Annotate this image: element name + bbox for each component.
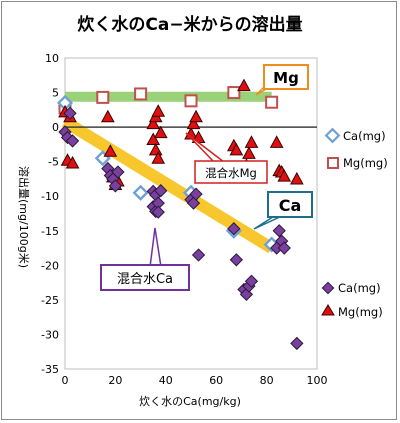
callout-mg: Mg (255, 64, 309, 96)
x-tick-labels: 0 20 40 60 80 100 (62, 374, 328, 387)
point-mg-filled (189, 109, 203, 123)
y-tick-label: -35 (41, 363, 59, 376)
point-ca-filled (227, 222, 241, 236)
callout-mixed-mg-label: 混合水Mg (205, 166, 257, 180)
point-ca-filled (151, 196, 165, 210)
point-mg-filled (237, 78, 251, 92)
data-points (56, 78, 304, 351)
point-ca-filled (65, 134, 80, 148)
legend-bottom: Ca(mg) Mg(mg) (321, 281, 383, 319)
plot-border (64, 57, 318, 370)
point-mg-filled (146, 132, 161, 146)
point-ca-filled (151, 205, 165, 219)
legend-label-mg-filled: Mg(mg) (338, 305, 383, 319)
point-ca-filled (111, 165, 125, 179)
point-ca-filled (272, 224, 286, 238)
x-tick-label: 60 (209, 374, 223, 387)
point-ca-filled (191, 248, 206, 262)
point-ca-filled (229, 253, 244, 267)
point-mg-filled (65, 156, 80, 169)
y-tick-labels: 10 5 0 -5 -10 -15 -20 -25 -30 -35 (41, 52, 59, 376)
legend-label-ca-filled: Ca(mg) (338, 281, 381, 295)
y-tick-label: -30 (41, 328, 59, 341)
point-ca-filled (189, 187, 203, 201)
point-mg-open (96, 90, 110, 104)
point-mg-open (134, 87, 148, 101)
point-mg-open (227, 86, 241, 100)
legend-top: Ca(mg) Mg(mg) (324, 127, 388, 170)
point-mg-filled (153, 125, 168, 139)
point-mg-open (184, 94, 198, 108)
x-tick-label: 20 (108, 374, 122, 387)
legend-label-mg-open: Mg(mg) (343, 156, 388, 170)
point-ca-filled (290, 336, 304, 351)
point-mg-filled (242, 146, 256, 159)
y-tick-label: 0 (52, 121, 59, 134)
x-tick-label: 40 (159, 374, 173, 387)
point-ca-filled (108, 179, 123, 193)
point-mg-filled (148, 142, 163, 156)
point-mg-filled (289, 171, 304, 185)
point-mg-filled (277, 169, 292, 182)
point-mg-filled (151, 104, 166, 117)
trend-band-ca (61, 116, 275, 254)
point-ca-filled (244, 274, 259, 288)
x-tick-label: 100 (307, 374, 328, 387)
callout-mixed-ca: 混合水Ca (100, 227, 190, 291)
callout-ca-label: Ca (279, 196, 302, 215)
legend-label-ca-open: Ca(mg) (343, 129, 386, 143)
x-axis-title: 炊く水のCa(mg/kg) (139, 395, 241, 408)
legend-item-mg-filled: Mg(mg) (321, 304, 383, 319)
point-mg-filled (151, 151, 166, 164)
y-tick-label: 10 (45, 52, 59, 65)
x-tick-label: 80 (260, 374, 274, 387)
y-tick-label: -20 (41, 259, 59, 272)
point-mg-filled (100, 109, 115, 123)
point-mg-filled (269, 135, 284, 148)
y-axis-title: 溶出量(mg/100g米) (17, 166, 31, 268)
callout-ca: Ca (253, 191, 313, 230)
legend-item-mg-open: Mg(mg) (327, 156, 388, 170)
y-tick-label: -15 (41, 225, 59, 238)
plot-area: 10 5 0 -5 -10 -15 -20 -25 -30 -35 0 20 40 60 80 100 (41, 52, 327, 387)
callout-mg-label: Mg (273, 69, 299, 87)
point-mg-filled (103, 144, 118, 157)
point-ca-open (56, 94, 74, 111)
y-tick-label: 5 (52, 87, 59, 100)
point-mg-filled (186, 116, 201, 130)
point-ca-filled (63, 106, 77, 120)
point-mg-open (265, 95, 279, 109)
point-ca-filled (277, 241, 291, 255)
point-mg-filled (244, 135, 259, 148)
point-ca-open (132, 184, 149, 201)
callout-mixed-ca-label: 混合水Ca (117, 272, 173, 287)
y-tick-label: -25 (41, 294, 59, 307)
point-mg-filled (146, 116, 161, 130)
y-tick-label: -5 (48, 156, 59, 169)
legend-item-ca-open: Ca(mg) (324, 127, 386, 144)
point-ca-filled (154, 184, 168, 198)
chart-title: 炊く水のCa−米からの溶出量 (77, 14, 302, 35)
y-tick-label: -10 (41, 190, 59, 203)
callout-mixed-mg: 混合水Mg (185, 132, 268, 184)
legend-item-ca-filled: Ca(mg) (321, 281, 381, 295)
point-mg-filled (229, 142, 244, 156)
x-tick-label: 0 (62, 374, 69, 387)
